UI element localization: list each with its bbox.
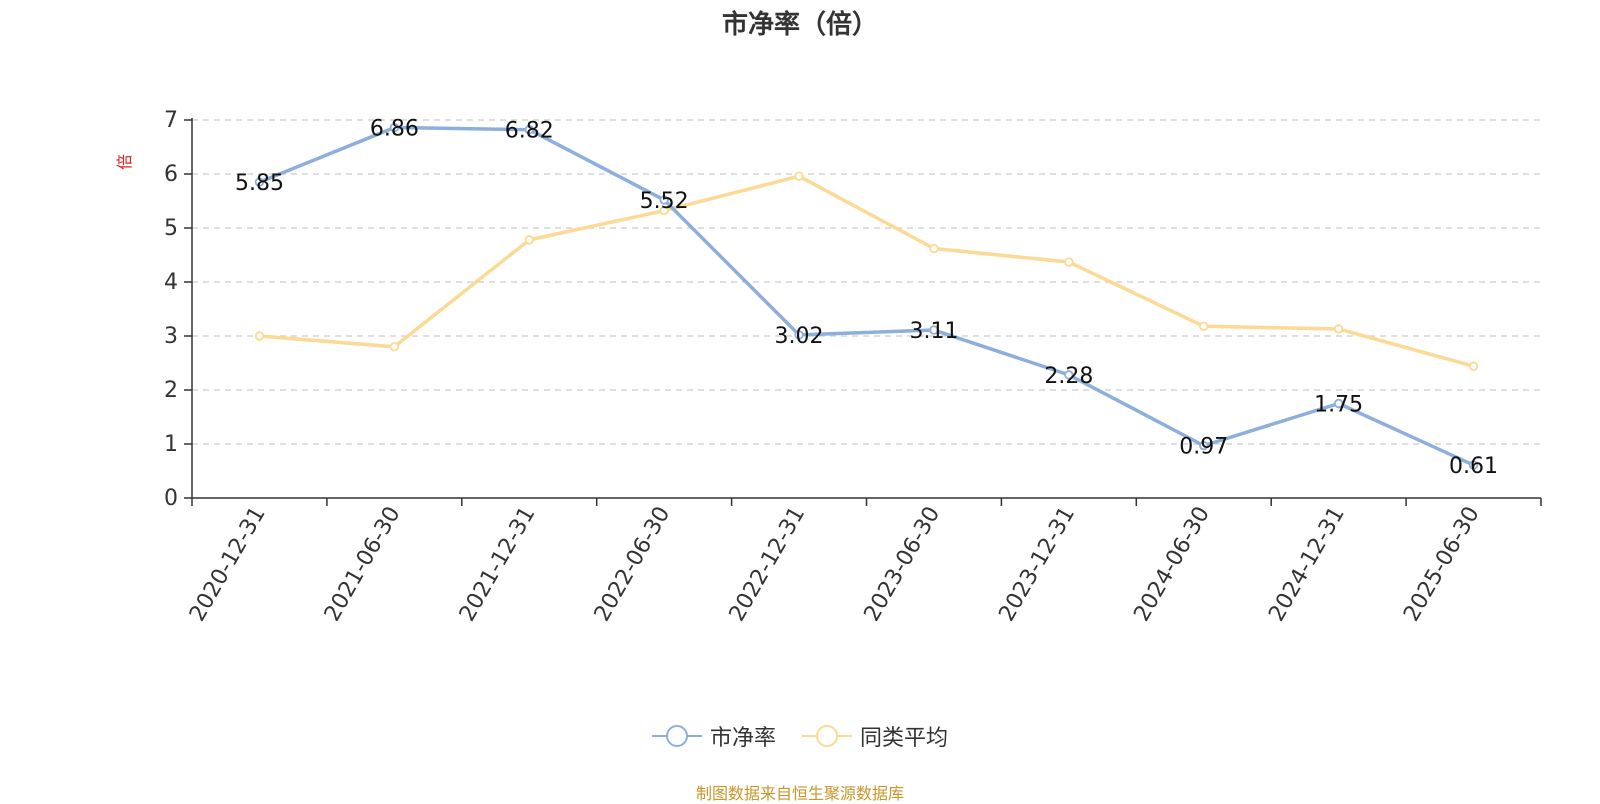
y-tick-label: 2 — [164, 378, 178, 403]
point-avg — [659, 206, 669, 216]
x-tick-label: 2021-12-31 — [455, 503, 541, 626]
x-tick-label: 2023-06-30 — [860, 502, 946, 625]
x-tick-label: 2020-12-31 — [185, 503, 271, 626]
x-tick-label: 2022-12-31 — [725, 503, 811, 626]
data-label-pb: 5.85 — [235, 171, 284, 196]
legend-swatch-pb — [651, 724, 702, 748]
legend-label-avg: 同类平均 — [860, 726, 949, 751]
point-pb — [1468, 460, 1479, 470]
data-label-pb: 5.52 — [640, 189, 689, 214]
y-tick-label: 4 — [164, 270, 178, 295]
x-tick-label: 2025-06-30 — [1399, 503, 1485, 626]
data-label-pb: 6.82 — [505, 119, 554, 144]
point-pb — [389, 122, 400, 133]
point-avg — [524, 235, 534, 245]
legend-label-pb: 市净率 — [709, 726, 776, 751]
grid-lines — [192, 119, 1541, 445]
data-label-pb: 6.86 — [370, 117, 419, 142]
legend: 市净率 同类平均 — [0, 720, 1600, 752]
y-tick-label: 5 — [164, 216, 178, 241]
x-tick-label: 2022-06-30 — [590, 503, 676, 626]
legend-item-avg[interactable]: 同类平均 — [802, 720, 948, 752]
data-label-pb: 3.02 — [775, 324, 824, 349]
series-line-avg — [259, 174, 1475, 368]
point-avg — [1468, 361, 1479, 371]
x-tick-label: 2021-06-30 — [320, 502, 406, 625]
point-pb — [1199, 440, 1209, 451]
data-label-pb: 0.61 — [1449, 454, 1498, 479]
legend-item-pb[interactable]: 市净率 — [651, 720, 776, 752]
data-label-pb: 1.75 — [1314, 393, 1363, 418]
point-pb — [659, 195, 669, 205]
point-pb — [929, 325, 939, 335]
point-pb — [794, 330, 804, 340]
y-tick-label: 6 — [164, 162, 178, 187]
y-tick-label: 1 — [164, 432, 178, 457]
point-pb — [1333, 398, 1344, 409]
data-label-pb: 3.11 — [909, 319, 958, 344]
point-avg — [389, 342, 400, 352]
point-pb — [1064, 370, 1074, 380]
point-pb — [254, 177, 265, 187]
y-tick-label: 0 — [164, 486, 178, 511]
data-labels: 5.85 6.86 6.82 5.52 3.02 3.11 2.28 0.97 1.75 0.61 — [235, 117, 1498, 480]
point-pb — [524, 125, 534, 135]
x-tick-label: 2023-12-31 — [994, 503, 1080, 626]
y-tick-label: 7 — [164, 108, 178, 133]
data-label-pb: 2.28 — [1044, 364, 1093, 389]
y-tick-label: 3 — [164, 324, 178, 349]
point-avg — [1333, 324, 1344, 334]
y-axis-unit-label: 倍 — [115, 154, 134, 170]
legend-swatch-avg — [802, 724, 852, 748]
point-avg — [929, 243, 939, 254]
data-label-pb: 0.97 — [1179, 435, 1228, 460]
point-avg — [1199, 321, 1209, 331]
x-tick-label: 2024-06-30 — [1129, 503, 1215, 626]
point-avg — [254, 331, 265, 341]
source-note: 制图数据来自恒生聚源数据库 — [695, 784, 904, 803]
x-tick-label: 2024-12-31 — [1264, 503, 1350, 626]
series-line-pb — [258, 125, 1475, 467]
chart-title: 市净率（倍） — [721, 10, 878, 40]
series-lines — [254, 122, 1479, 470]
axes: 0 1 2 3 4 5 6 7 倍 2020-12-31 2021-06-30 2021-12-31 2… — [115, 108, 1542, 626]
point-avg — [1064, 257, 1074, 267]
point-avg — [794, 171, 804, 181]
